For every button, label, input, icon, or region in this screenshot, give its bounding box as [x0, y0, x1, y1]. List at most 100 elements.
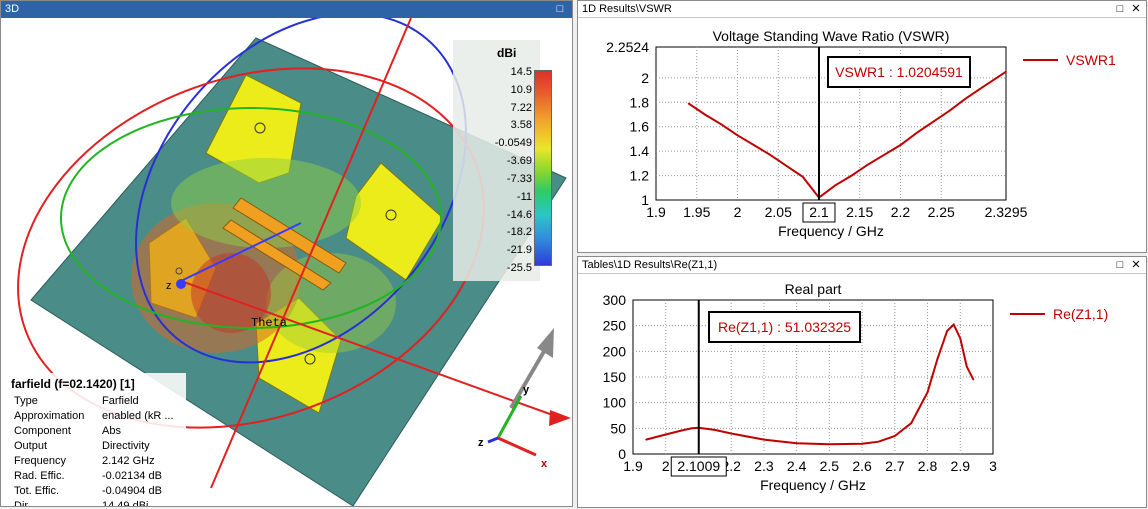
y-tick-label: 100	[603, 395, 627, 411]
x-tick-label: 2.7	[885, 458, 905, 474]
y-tick-label: 200	[603, 343, 627, 359]
colorbar-tick-label: -18.2	[506, 226, 532, 239]
origin-point	[176, 279, 186, 289]
vswr-titlebar[interactable]: 1D Results\VSWR □ ✕	[578, 1, 1146, 18]
data-point	[926, 391, 929, 394]
data-point	[964, 97, 967, 100]
y-tick-label: 1.2	[630, 168, 650, 184]
farfield-info-key: Output	[14, 440, 48, 452]
farfield-info-value: -0.02134 dB	[102, 470, 162, 482]
data-point	[720, 123, 722, 126]
via-icon	[385, 209, 397, 221]
rez-chart[interactable]: 1.922.12.22.32.42.52.62.72.82.9330025020…	[578, 274, 1146, 507]
farfield-info-box: farfield (f=02.1420) [1] Type Farfield App…	[7, 373, 186, 507]
origin-point	[175, 267, 183, 275]
arrow-red	[549, 410, 571, 426]
data-point	[681, 429, 683, 432]
colorbar	[534, 70, 552, 266]
triad-x-label: x	[541, 458, 548, 470]
x-tick-label: 1.9	[623, 458, 643, 474]
data-point	[936, 358, 939, 360]
marker-x-label: 2.1	[809, 204, 829, 220]
patch-right	[345, 162, 444, 281]
data-point	[899, 144, 902, 146]
legend-entry[interactable]: VSWR1	[1066, 52, 1116, 68]
data-point	[966, 365, 968, 368]
data-point	[946, 330, 948, 332]
x-tick-label: 2	[662, 458, 670, 474]
vswr-panel-title: 1D Results\VSWR	[582, 3, 672, 15]
arrow-gray-head	[537, 328, 554, 358]
farfield-info-key: Dir.	[14, 500, 31, 507]
view3d-canvas[interactable]: z Theta y x z dBi 14.5 10.9 7.22 3.58 -0.054…	[1, 12, 572, 507]
x-tick-label: 2.3295	[985, 204, 1028, 220]
data-point	[785, 164, 788, 167]
close-icon[interactable]: ✕	[1131, 259, 1141, 271]
data-point	[704, 113, 706, 116]
y-tick-label: 250	[603, 318, 627, 334]
restore-icon[interactable]: □	[556, 3, 564, 15]
data-point	[894, 435, 896, 437]
data-point	[828, 443, 831, 446]
data-point	[801, 175, 804, 178]
marker-x-box	[670, 456, 727, 477]
colorbar-tick-label: -25.5	[506, 262, 532, 274]
marker-value-box	[708, 311, 861, 343]
colorbar-tick-label: 10.9	[510, 83, 532, 96]
rez-panel-title: Tables\1D Results\Re(Z1,1)	[582, 259, 718, 271]
data-point	[910, 422, 912, 424]
y-tick-label: 2.2524	[606, 39, 649, 55]
restore-icon[interactable]: □	[1116, 259, 1124, 271]
rez-titlebar[interactable]: Tables\1D Results\Re(Z1,1) □ ✕	[578, 257, 1146, 274]
farfield-info-row: Rad. Effic. -0.02134 dB	[14, 470, 186, 485]
legend-entry[interactable]: Re(Z1,1)	[1053, 306, 1108, 322]
rez-panel[interactable]: Tables\1D Results\Re(Z1,1) □ ✕ 1.922.12.…	[577, 256, 1147, 508]
colorbar-tick-label: 7.22	[510, 101, 532, 114]
data-point	[645, 438, 647, 441]
data-point	[850, 174, 853, 177]
y-tick-label: 300	[603, 292, 627, 308]
farfield-scene: z Theta y x z	[17, 12, 571, 506]
farfield-info-row: Approximation enabled (kR ...	[14, 410, 186, 425]
triad-z-label: z	[478, 437, 484, 449]
data-point	[861, 442, 863, 445]
y-tick-label: 1.8	[630, 94, 650, 110]
farfield-info-key: Rad. Effic.	[14, 470, 65, 482]
data-point	[959, 337, 962, 340]
view3d-titlebar[interactable]: 3D □	[1, 1, 572, 18]
farfield-info-value: -0.04904 dB	[102, 485, 162, 497]
vswr-panel[interactable]: 1D Results\VSWR □ ✕ 1.9 1.95 2 2.05 2.15 2.2 2…	[577, 0, 1147, 253]
data-point	[763, 438, 765, 441]
marker-value-label: Re(Z1,1) : 51.032325	[718, 319, 851, 335]
farfield-info-value: 2.142 GHz	[102, 455, 155, 467]
triad-z-axis	[487, 436, 499, 444]
farfield-info-key: Component	[14, 425, 71, 437]
data-point	[948, 110, 951, 112]
colorbar-tick-label: 3.58	[510, 119, 532, 132]
farfield-info-value: 14.49 dBi	[102, 500, 149, 507]
farfield-info-title: farfield (f=02.1420) [1]	[11, 377, 135, 391]
data-point	[883, 153, 885, 156]
z-axis-label-scene: z	[166, 280, 172, 292]
close-icon[interactable]: ✕	[1131, 3, 1141, 15]
farfield-info-key: Type	[14, 395, 38, 407]
colorbar-unit: dBi	[497, 46, 517, 60]
data-point	[714, 429, 716, 431]
farfield-info-key: Approximation	[14, 410, 85, 422]
data-point	[687, 102, 690, 105]
triad-y-axis	[496, 395, 523, 439]
y-tick-label: 1	[641, 192, 649, 208]
x-tick-label: 2.05	[765, 204, 792, 220]
colorbar-tick-label: -11	[516, 190, 532, 203]
view3d-panel[interactable]: 3D □	[0, 0, 573, 507]
vswr-chart[interactable]: 1.9 1.95 2 2.05 2.15 2.2 2.25 2.3295 2.2524 2 1.8 1…	[578, 18, 1146, 252]
farfield-info-value: enabled (kR ...	[102, 410, 174, 422]
triad-x-axis	[497, 436, 537, 457]
farfield-info-value: Farfield	[102, 395, 139, 407]
restore-icon[interactable]: □	[1116, 3, 1124, 15]
arrow-gray	[509, 346, 548, 410]
marker-value-box	[827, 56, 971, 88]
x-tick-label: 2.25	[928, 204, 955, 220]
marker-x-label: 2.1009	[677, 458, 720, 474]
x-tick-label: 2.6	[852, 458, 872, 474]
